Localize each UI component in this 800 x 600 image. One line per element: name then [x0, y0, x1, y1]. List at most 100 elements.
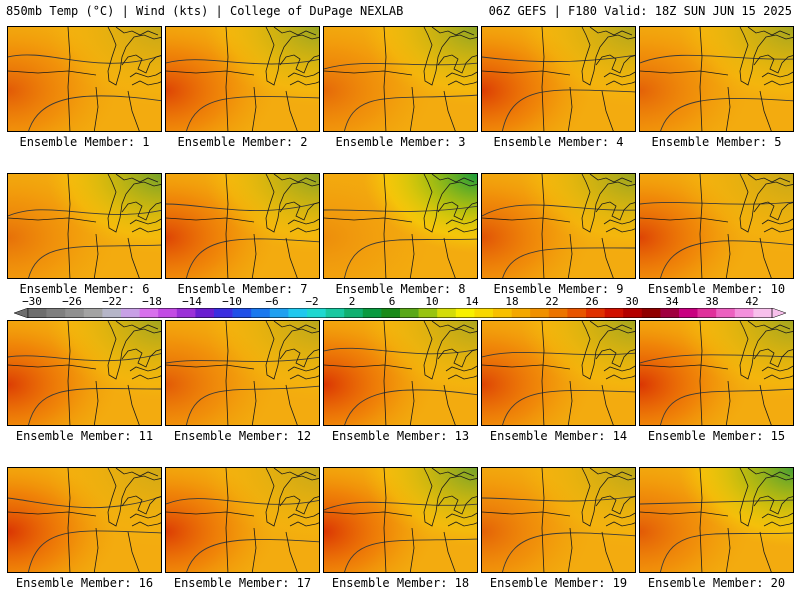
temperature-field-map	[324, 468, 477, 572]
ensemble-member-label: Ensemble Member: 4	[493, 135, 624, 149]
ensemble-map-panel	[481, 467, 636, 573]
cool-anomaly-fill	[640, 468, 793, 572]
geographic-boundary	[759, 384, 772, 425]
geographic-boundary	[437, 348, 477, 368]
geographic-boundary	[725, 380, 731, 425]
isotherm-contour	[324, 501, 477, 511]
geographic-boundary	[287, 512, 319, 519]
colorbar-tick-label: 2	[348, 295, 356, 308]
geographic-boundary	[8, 70, 97, 76]
geographic-boundary	[445, 71, 477, 78]
geographic-boundary	[279, 54, 319, 74]
geographic-boundary	[739, 174, 759, 233]
geographic-boundary	[763, 374, 793, 380]
colorbar-swatch	[195, 308, 215, 318]
geographic-boundary	[285, 237, 298, 278]
geographic-boundary	[599, 475, 635, 489]
isotherm-contour	[640, 354, 793, 364]
colorbar-swatch	[307, 308, 326, 318]
geographic-boundary	[129, 365, 161, 372]
geographic-boundary	[605, 374, 635, 380]
geographic-boundary	[595, 495, 635, 515]
temperature-field-map	[324, 321, 477, 425]
colorbar-swatch	[251, 308, 271, 318]
isotherm-contour	[502, 532, 635, 572]
geographic-boundary	[285, 90, 298, 131]
isotherm-contour	[660, 240, 793, 278]
geographic-boundary	[640, 217, 729, 223]
geographic-boundary	[93, 527, 99, 572]
colorbar-swatch	[567, 308, 587, 318]
geographic-boundary	[115, 321, 159, 330]
colorbar-swatch	[455, 308, 475, 318]
geographic-boundary	[640, 364, 729, 370]
geographic-boundary	[265, 321, 285, 380]
geographic-boundary	[166, 511, 255, 517]
colorbar-swatch	[604, 308, 624, 318]
geographic-boundary	[265, 174, 285, 233]
colorbar-tick-label: 18	[505, 295, 519, 308]
geographic-boundary	[757, 34, 793, 48]
geographic-boundary	[129, 218, 161, 225]
temperature-field-map	[166, 321, 319, 425]
isotherm-contour	[28, 388, 161, 425]
cool-anomaly-fill	[640, 174, 793, 278]
geographic-boundary	[747, 174, 791, 183]
geographic-boundary	[443, 237, 456, 278]
isotherm-contour	[166, 58, 319, 65]
geographic-boundary	[640, 511, 729, 517]
colorbar-swatch	[214, 308, 233, 318]
geographic-boundary	[121, 348, 161, 368]
geographic-boundary	[601, 531, 614, 572]
isotherm-contour	[8, 353, 161, 362]
temperature-field-map	[640, 321, 793, 425]
isotherm-contour	[344, 389, 477, 425]
ensemble-map-panel	[481, 26, 636, 132]
colorbar-swatch	[586, 308, 605, 318]
colorbar-swatch	[697, 308, 717, 318]
geographic-boundary	[541, 174, 545, 278]
geographic-boundary	[431, 321, 475, 330]
geographic-boundary	[603, 218, 635, 225]
geographic-boundary	[131, 374, 161, 380]
geographic-boundary	[8, 511, 97, 517]
colorbar-tick-label: 34	[665, 295, 679, 308]
colorbar-outline	[27, 308, 773, 318]
geographic-boundary	[725, 86, 731, 131]
geographic-boundary	[699, 468, 703, 572]
run-info: 06Z GEFS | F180 Valid: 18Z SUN JUN 15 20…	[488, 4, 792, 18]
geographic-boundary	[541, 468, 545, 572]
colorbar-tick-label: −6	[265, 295, 279, 308]
temperature-field-map	[640, 468, 793, 572]
geographic-boundary	[747, 321, 791, 330]
geographic-boundary	[482, 70, 571, 76]
geographic-boundary	[567, 233, 573, 278]
geographic-boundary	[759, 90, 772, 131]
ensemble-member-label: Ensemble Member: 10	[647, 282, 786, 296]
geographic-boundary	[581, 321, 601, 380]
temperature-field-map	[324, 174, 477, 278]
geographic-boundary	[383, 27, 387, 131]
geographic-boundary	[115, 27, 159, 36]
cool-anomaly-fill	[8, 27, 161, 131]
colorbar-swatch	[679, 308, 698, 318]
geographic-boundary	[739, 468, 759, 527]
ensemble-member-label: Ensemble Member: 5	[651, 135, 782, 149]
colorbar-tick-label: −14	[182, 295, 202, 308]
colorbar-swatch	[753, 308, 773, 318]
geographic-boundary	[595, 348, 635, 368]
cool-anomaly-fill	[8, 174, 161, 278]
colorbar-swatch	[288, 308, 308, 318]
colorbar-swatch	[83, 308, 103, 318]
geographic-boundary	[287, 365, 319, 372]
temperature-field-map	[166, 174, 319, 278]
isotherm-contour	[344, 94, 477, 131]
colorbar-tick-label: −22	[102, 295, 122, 308]
geographic-boundary	[761, 512, 793, 519]
geographic-boundary	[445, 218, 477, 225]
isotherm-contour	[324, 62, 477, 70]
temperature-field-map	[8, 27, 161, 131]
isotherm-contour	[660, 388, 793, 425]
isotherm-contour	[660, 532, 793, 572]
isotherm-contour	[502, 390, 635, 425]
